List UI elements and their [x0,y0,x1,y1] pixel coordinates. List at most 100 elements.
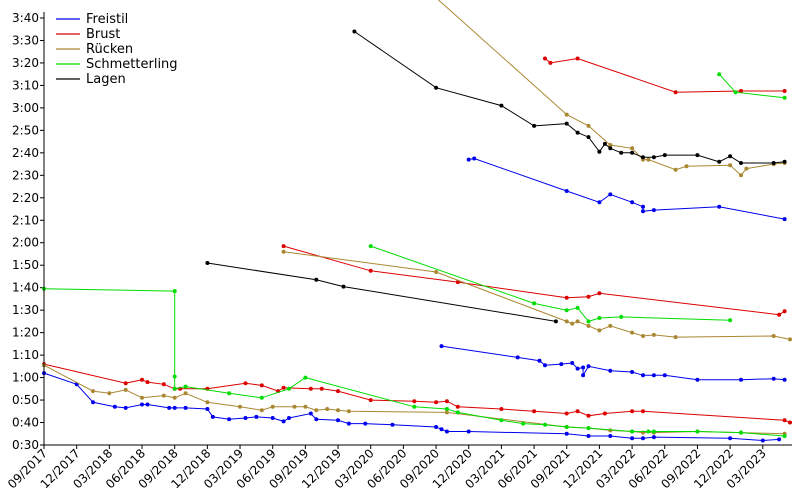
data-point-r-cken [728,163,733,168]
y-tick-label: 2:30 [12,168,39,182]
data-point-schmetterling [521,421,526,426]
data-point-schmetterling [695,429,700,434]
data-point-r-cken [270,404,275,409]
series-line-schmetterling [370,245,731,322]
data-point-freistil [651,208,656,213]
legend-label-lagen: Lagen [86,72,126,87]
data-point-r-cken [771,334,776,338]
data-point-freistil [254,414,259,419]
data-point-brust [564,295,569,300]
data-point-schmetterling [172,374,177,379]
data-point-schmetterling [368,244,373,249]
data-point-freistil [586,364,591,369]
data-point-r-cken [161,393,166,398]
data-point-schmetterling [728,318,733,323]
data-point-freistil [145,402,150,407]
data-point-r-cken [346,409,351,414]
data-point-lagen [782,159,787,164]
data-point-schmetterling [782,95,787,100]
data-point-freistil [439,427,444,432]
data-point-freistil [336,418,340,423]
data-point-lagen [641,155,645,160]
series-line-brust [283,245,785,316]
data-point-r-cken [744,166,749,171]
data-point-schmetterling [227,391,232,396]
data-point-brust [777,312,782,317]
data-point-lagen [205,261,210,265]
data-point-brust [123,381,128,386]
data-point-lagen [771,161,776,165]
data-point-brust [575,56,580,61]
data-point-r-cken [575,319,580,324]
data-point-brust [548,60,553,65]
data-point-brust [543,56,547,61]
data-point-schmetterling [586,319,591,324]
data-point-freistil [287,416,291,420]
data-point-schmetterling [586,426,591,431]
data-point-freistil [630,370,635,374]
data-point-r-cken [281,249,286,254]
y-tick-label: 3:40 [12,11,39,25]
data-point-freistil [608,434,613,438]
data-point-r-cken [673,335,678,340]
y-tick-label: 2:50 [12,123,39,137]
data-point-schmetterling [499,418,504,423]
series-line-lagen [207,262,556,322]
data-point-freistil [651,373,656,378]
data-point-brust [434,400,439,405]
data-point-r-cken [586,323,591,328]
data-point-lagen [695,153,700,158]
series-schmetterling [42,72,787,438]
data-point-freistil [777,437,782,442]
data-point-brust [444,399,449,404]
data-point-brust [259,383,264,388]
data-point-lagen [597,149,602,154]
y-tick-label: 2:40 [12,146,39,160]
data-point-lagen [314,277,319,282]
data-point-brust [575,409,580,414]
data-point-lagen [651,155,656,160]
legend-label-r-cken: Rücken [86,42,133,57]
data-point-lagen [608,146,613,151]
data-point-lagen [575,130,580,135]
data-point-freistil [581,373,586,378]
data-point-freistil [434,425,439,429]
data-point-freistil [570,361,575,365]
data-point-freistil [466,429,471,434]
data-point-brust [455,404,460,409]
data-point-r-cken [586,123,591,128]
data-point-schmetterling [739,430,743,435]
data-point-brust [788,420,792,425]
data-point-r-cken [630,330,635,335]
data-point-brust [597,291,602,296]
data-point-r-cken [303,404,308,409]
y-tick-label: 0:40 [12,416,39,430]
data-point-r-cken [684,164,689,169]
data-point-schmetterling [630,429,635,434]
data-point-freistil [281,419,286,424]
data-point-lagen [499,103,504,108]
data-point-lagen [352,29,357,34]
data-point-schmetterling [543,422,547,427]
data-point-schmetterling [597,316,602,320]
data-point-freistil [641,204,645,209]
legend-label-brust: Brust [86,27,120,42]
data-point-freistil [717,204,722,209]
data-point-freistil [728,436,733,441]
series-layer [42,0,792,443]
data-point-freistil [581,365,586,370]
y-tick-label: 0:30 [12,438,39,452]
data-point-freistil [270,416,275,420]
data-point-freistil [575,366,580,371]
y-tick-label: 3:30 [12,33,39,47]
data-point-schmetterling [733,90,738,95]
data-point-schmetterling [532,301,537,306]
data-point-r-cken [172,395,177,400]
data-point-freistil [597,200,602,205]
data-point-freistil [760,438,765,443]
data-point-freistil [515,355,520,360]
data-point-lagen [564,121,569,126]
data-point-r-cken [434,270,439,274]
data-point-freistil [308,411,313,416]
